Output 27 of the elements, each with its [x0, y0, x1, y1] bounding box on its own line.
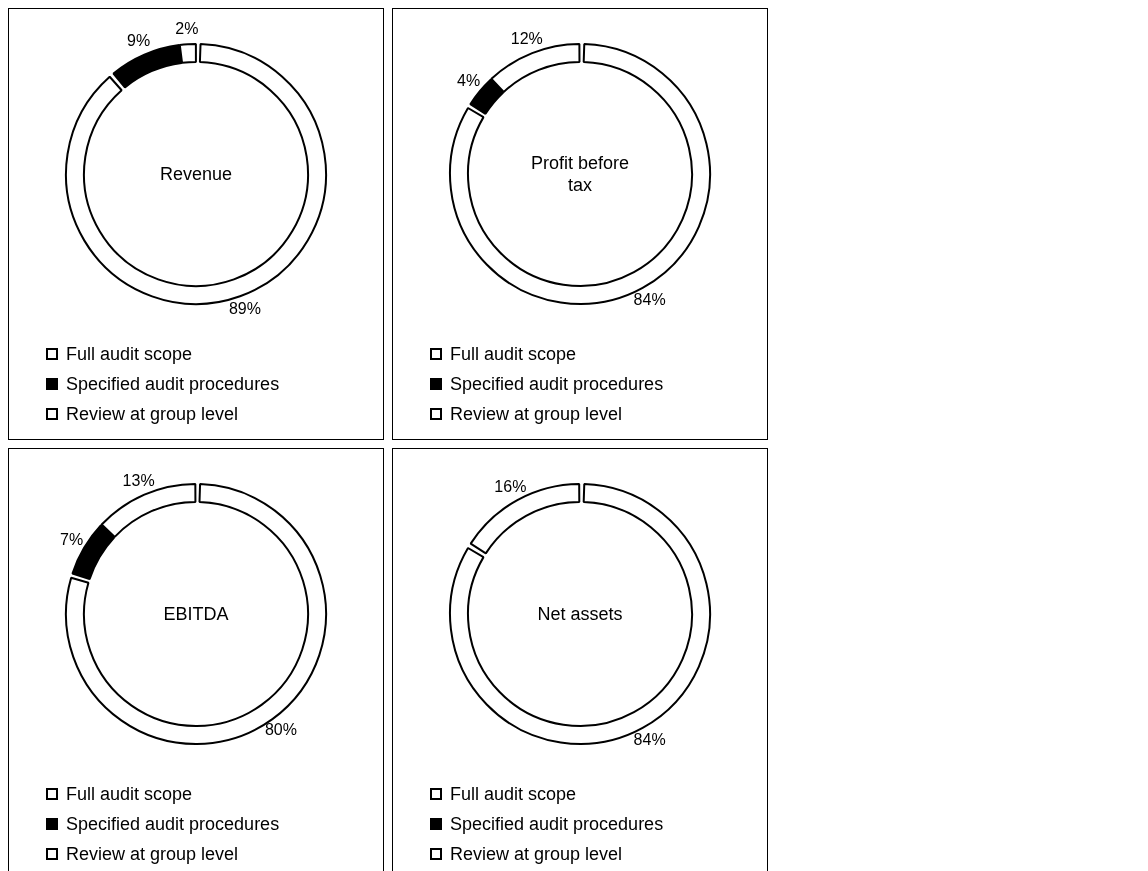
legend-label: Specified audit procedures	[450, 373, 664, 395]
data-label: 2%	[175, 20, 199, 38]
legend-label: Review at group level	[450, 843, 623, 865]
legend-label: Specified audit procedures	[66, 373, 280, 395]
text: EBITDA	[162, 603, 230, 626]
data-label: 80%	[264, 721, 297, 739]
data-label: 84%	[633, 291, 666, 309]
legend-label: Review at group level	[66, 843, 239, 865]
data-label: 9%	[127, 31, 151, 49]
legend-label: Specified audit procedures	[66, 813, 280, 835]
text: Net assets	[536, 603, 624, 626]
data-label: 84%	[633, 731, 666, 749]
text: Profit before tax	[530, 152, 630, 197]
legend-label: Full audit scope	[66, 343, 193, 365]
legend-label: Full audit scope	[450, 783, 577, 805]
data-label: 7%	[60, 530, 84, 548]
legend-label: Review at group level	[66, 403, 239, 425]
data-label: 16%	[494, 477, 527, 495]
data-label: 89%	[228, 300, 261, 318]
data-label: 12%	[510, 30, 543, 48]
legend-label: Full audit scope	[450, 343, 577, 365]
data-label: 4%	[457, 72, 481, 90]
data-label: 13%	[122, 471, 155, 489]
legend-label: Review at group level	[450, 403, 623, 425]
legend-label: Specified audit procedures	[450, 813, 664, 835]
text: Revenue	[158, 163, 234, 186]
legend-label: Full audit scope	[66, 783, 193, 805]
